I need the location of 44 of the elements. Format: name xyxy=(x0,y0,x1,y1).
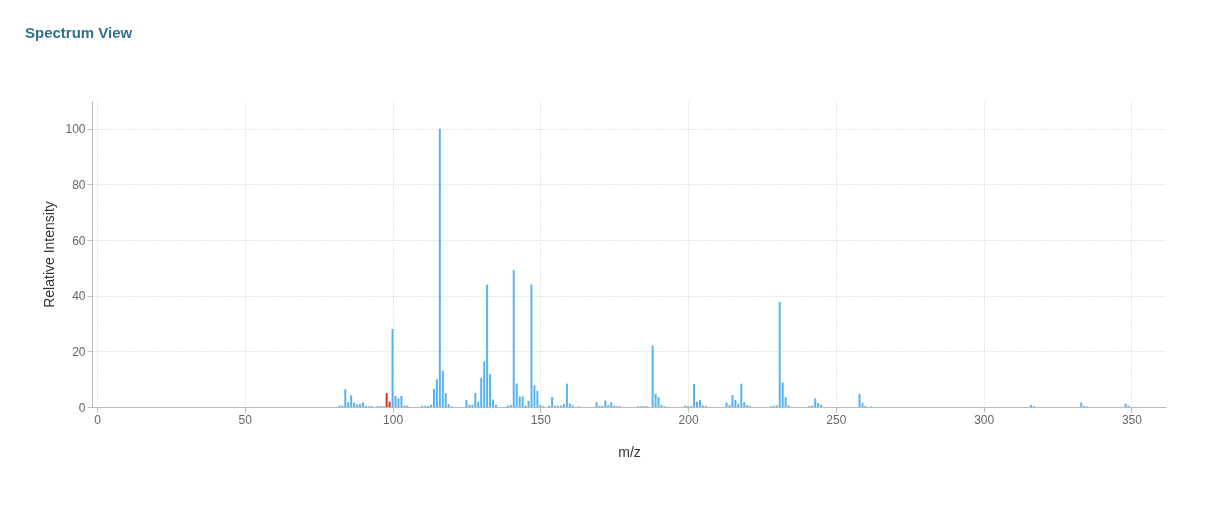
x-tick-label: 200 xyxy=(678,412,699,427)
y-tick-label: 20 xyxy=(72,344,86,359)
x-tick-label: 300 xyxy=(974,412,995,427)
x-tick-label: 0 xyxy=(94,412,102,427)
bar xyxy=(657,397,660,407)
bar xyxy=(397,398,400,407)
bar xyxy=(468,404,471,407)
bar xyxy=(512,270,515,407)
bar xyxy=(604,400,607,407)
x-tick-label: 100 xyxy=(383,412,404,427)
x-axis-title: m/z xyxy=(618,443,641,460)
bar xyxy=(698,400,701,407)
bar xyxy=(474,392,477,407)
bar xyxy=(350,395,353,407)
y-tick-label: 60 xyxy=(72,233,86,248)
x-tick-label: 150 xyxy=(530,412,552,427)
y-tick-label: 40 xyxy=(72,289,86,304)
bar xyxy=(385,393,388,407)
bar xyxy=(465,400,468,407)
bar xyxy=(530,284,533,407)
bar xyxy=(820,404,823,407)
bar xyxy=(740,383,743,407)
bar xyxy=(438,128,441,407)
bar xyxy=(778,302,781,407)
x-tick-label: 50 xyxy=(238,412,253,427)
y-axis-title: Relative Intensity xyxy=(41,201,58,308)
bar xyxy=(693,383,696,407)
bar xyxy=(565,383,568,407)
bar xyxy=(344,389,347,407)
bar xyxy=(814,398,817,407)
bar xyxy=(400,395,403,407)
bar xyxy=(521,396,524,407)
bar xyxy=(486,284,489,407)
x-tick-label: 350 xyxy=(1121,412,1143,427)
bar xyxy=(731,395,734,407)
bar xyxy=(858,393,861,407)
bar xyxy=(391,329,394,407)
bar xyxy=(551,396,554,407)
chart-title: Spectrum View xyxy=(25,24,133,41)
bar xyxy=(651,345,654,407)
y-tick-label: 100 xyxy=(65,122,86,137)
y-tick-label: 0 xyxy=(78,400,86,415)
y-tick-label: 80 xyxy=(72,177,86,192)
x-tick-label: 250 xyxy=(826,412,847,427)
